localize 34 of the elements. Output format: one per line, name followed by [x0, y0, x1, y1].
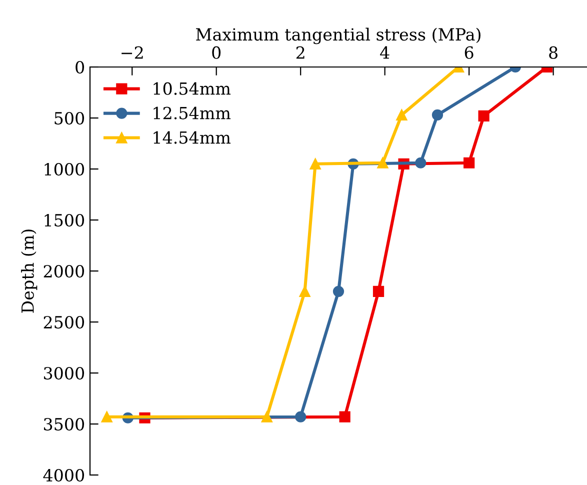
point — [415, 157, 426, 168]
x-axis-title: Maximum tangential stress (MPa) — [196, 28, 480, 44]
point — [310, 158, 321, 170]
point — [478, 110, 490, 122]
legend-label: 14.54mm — [154, 131, 231, 144]
point — [377, 157, 388, 168]
x-tick-label: 8 — [549, 46, 558, 59]
y-tick-label: 1500 — [44, 214, 84, 227]
legend-label: 10.54mm — [154, 82, 231, 95]
y-tick-label: 3000 — [44, 366, 84, 380]
y-tick-label: 0 — [76, 60, 84, 74]
point — [339, 411, 350, 422]
y-tick-label: 4000 — [43, 468, 84, 482]
y-tick-label: 3500 — [44, 418, 84, 431]
point — [372, 286, 384, 297]
point — [101, 411, 112, 422]
x-tick-label: 0 — [212, 46, 221, 59]
x-tick-label: 6 — [464, 46, 474, 59]
legend-label: 12.54mm — [154, 106, 231, 120]
point — [464, 157, 475, 168]
y-tick-label: 2500 — [44, 316, 84, 329]
point — [299, 286, 310, 297]
x-tick-label: 2 — [296, 46, 304, 59]
point — [396, 109, 408, 120]
point — [261, 411, 272, 422]
point — [332, 286, 344, 297]
point — [432, 109, 444, 120]
x-tick-label: −2 — [122, 46, 143, 59]
y-axis-title: Depth (m) — [21, 230, 38, 313]
y-tick-label: 500 — [54, 112, 84, 125]
y-tick-label: 2000 — [44, 264, 84, 278]
x-tick-label: 4 — [380, 46, 390, 59]
point — [295, 411, 306, 422]
y-tick-label: 1000 — [44, 162, 84, 176]
